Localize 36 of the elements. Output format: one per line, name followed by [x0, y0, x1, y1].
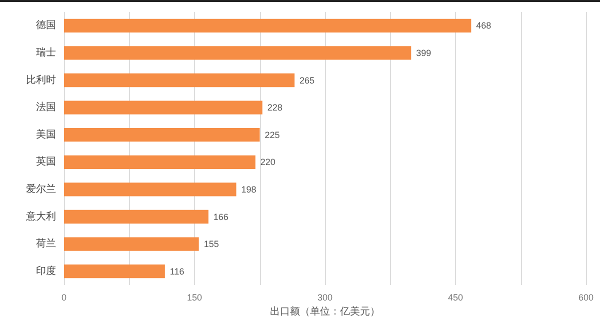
data-label: 198	[241, 184, 256, 194]
y-tick-label: 意大利	[25, 210, 56, 222]
data-label: 399	[416, 48, 432, 58]
data-label: 468	[476, 20, 492, 31]
data-label: 228	[267, 102, 282, 113]
bar	[64, 264, 165, 278]
data-label: 265	[300, 75, 315, 86]
bar	[64, 210, 208, 224]
data-label: 225	[264, 130, 280, 140]
data-label: 220	[260, 157, 276, 168]
bar	[64, 46, 412, 60]
y-tick-label: 荷兰	[36, 238, 56, 250]
data-label: 116	[170, 266, 184, 276]
y-tick-label: 英国	[36, 156, 56, 168]
x-tick-label: 150	[186, 292, 202, 302]
x-tick-label: 300	[317, 292, 333, 302]
y-tick-label: 爱尔兰	[26, 182, 56, 195]
y-tick-label: 瑞士	[36, 46, 56, 58]
x-axis-title: 出口额（单位：亿美元）	[270, 306, 380, 318]
bar	[64, 73, 295, 88]
bar	[64, 182, 236, 196]
x-tick-label: 0	[61, 292, 67, 302]
bar	[64, 100, 262, 114]
bar	[64, 237, 199, 251]
x-tick-label: 450	[448, 292, 464, 302]
data-label: 166	[213, 212, 228, 222]
y-tick-label: 比利时	[26, 74, 56, 86]
y-tick-label: 印度	[36, 264, 56, 277]
y-tick-label: 法国	[36, 101, 56, 114]
y-tick-label: 德国	[36, 20, 56, 32]
bar	[64, 18, 472, 32]
y-tick-label: 美国	[36, 128, 56, 140]
bar	[64, 155, 256, 169]
x-tick-label: 600	[578, 292, 594, 302]
bar	[64, 128, 260, 142]
data-label: 155	[204, 239, 219, 250]
